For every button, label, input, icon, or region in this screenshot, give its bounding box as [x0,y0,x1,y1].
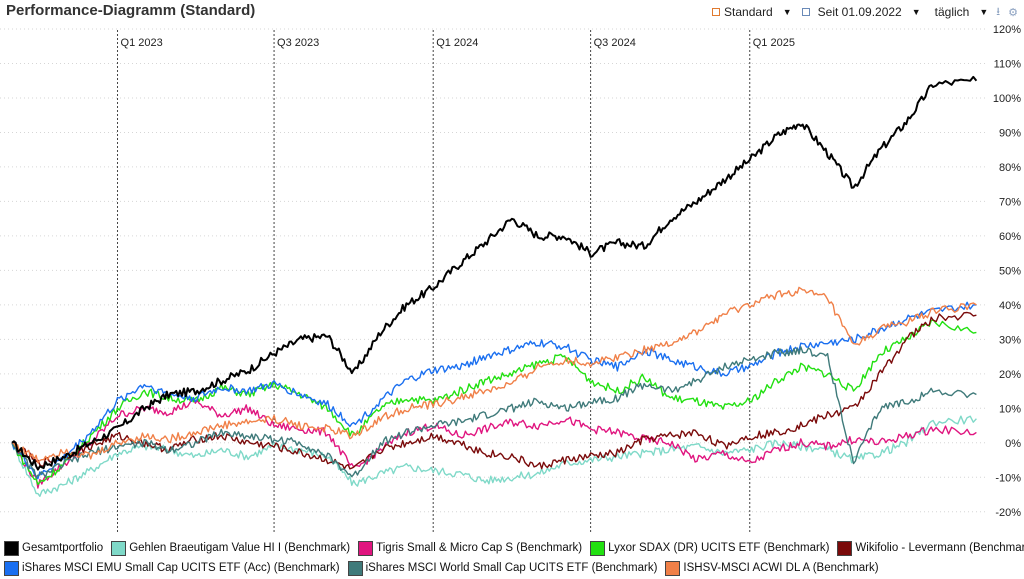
series-line [11,398,977,489]
view-select[interactable]: Standard ▼ [712,5,792,19]
y-tick-label: -10% [995,472,1021,484]
chevron-down-icon[interactable]: ▼ [979,7,989,17]
legend-swatch [111,540,127,556]
page-title: Performance-Diagramm (Standard) [6,2,256,19]
view-select-label: Standard [724,5,773,19]
legend-label: Gehlen Braeutigam Value HI I (Benchmark) [129,542,351,554]
legend-swatch [665,560,681,576]
y-tick-label: 40% [999,300,1021,312]
download-icon[interactable]: ⭳ [996,5,1001,18]
legend-swatch [347,560,363,576]
legend-item[interactable]: Lyxor SDAX (DR) UCITS ETF (Benchmark) [590,540,830,556]
legend-label: ISHSV-MSCI ACWI DL A (Benchmark) [683,562,879,574]
y-tick-label: 60% [999,231,1021,243]
legend-swatch [4,540,19,556]
legend-label: iShares MSCI EMU Small Cap UCITS ETF (Ac… [22,562,340,574]
gear-icon[interactable]: ⚙ [1008,6,1018,19]
legend-row: Gesamtportfolio Gehlen Braeutigam Value H… [4,538,1024,558]
legend-item[interactable]: iShares MSCI EMU Small Cap UCITS ETF (Ac… [4,560,340,576]
legend-label: Wikifolio - Levermann (Benchmark) [855,542,1024,554]
y-tick-label: 50% [999,265,1021,277]
legend-label: Gesamtportfolio [22,542,104,554]
y-tick-label: -20% [995,507,1021,519]
legend-label: Tigris Small & Micro Cap S (Benchmark) [376,542,583,554]
chevron-down-icon[interactable]: ▼ [911,7,921,17]
legend-item[interactable]: Tigris Small & Micro Cap S (Benchmark) [358,540,583,556]
y-tick-label: 20% [999,369,1021,381]
legend-swatch [590,540,606,556]
legend-row: iShares MSCI EMU Small Cap UCITS ETF (Ac… [4,558,1022,578]
y-tick-label: 70% [999,196,1021,208]
legend-swatch [837,540,853,556]
date-since-label: Seit 01.09.2022 [817,5,902,19]
square-icon [712,8,721,16]
interval-select-label: täglich [934,5,970,19]
x-marker-label: Q1 2025 [753,37,795,49]
series-line [11,311,977,470]
legend-label: iShares MSCI World Small Cap UCITS ETF (… [365,562,658,574]
y-tick-label: 10% [999,403,1021,415]
performance-chart: -20% -10% 0% 10% 20% 30% 40% 50% 60% 70% 80% 90% 100… [0,24,1022,534]
series-line [11,286,977,464]
series-line [11,346,977,479]
y-tick-label: 90% [999,127,1021,139]
legend-label: Lyxor SDAX (DR) UCITS ETF (Benchmark) [608,542,830,554]
x-marker-label: Q3 2024 [594,37,636,49]
x-marker-label: Q3 2023 [277,37,319,49]
series-line [11,301,977,480]
y-tick-label: 80% [999,162,1021,174]
legend-item[interactable]: Gehlen Braeutigam Value HI I (Benchmark) [111,540,351,556]
chart-legend: Gesamtportfolio Gehlen Braeutigam Value H… [4,538,1024,578]
y-tick-label: 120% [993,24,1021,36]
legend-swatch [358,540,374,556]
chart-controls: Standard ▼ Seit 01.09.2022 ▼ täglich ▼ ⭳… [702,3,1018,21]
x-marker-label: Q1 2023 [121,37,163,49]
y-tick-label: 30% [999,334,1021,346]
chevron-down-icon[interactable]: ▼ [782,7,792,17]
legend-item[interactable]: ISHSV-MSCI ACWI DL A (Benchmark) [665,560,879,576]
legend-item[interactable]: Gesamtportfolio [4,540,104,556]
legend-swatch [4,560,19,576]
date-since-picker[interactable]: Seit 01.09.2022 ▼ [801,5,921,19]
legend-item[interactable]: Wikifolio - Levermann (Benchmark) [837,540,1024,556]
series-line [11,75,978,471]
calendar-icon[interactable] [801,8,810,16]
y-tick-label: 110% [994,58,1022,70]
series-line [11,319,977,486]
y-tick-label: 0% [1005,438,1021,450]
legend-item[interactable]: iShares MSCI World Small Cap UCITS ETF (… [347,560,658,576]
interval-select[interactable]: täglich ▼ [931,5,989,19]
y-tick-label: 100% [993,93,1021,105]
x-marker-label: Q1 2024 [436,37,478,49]
